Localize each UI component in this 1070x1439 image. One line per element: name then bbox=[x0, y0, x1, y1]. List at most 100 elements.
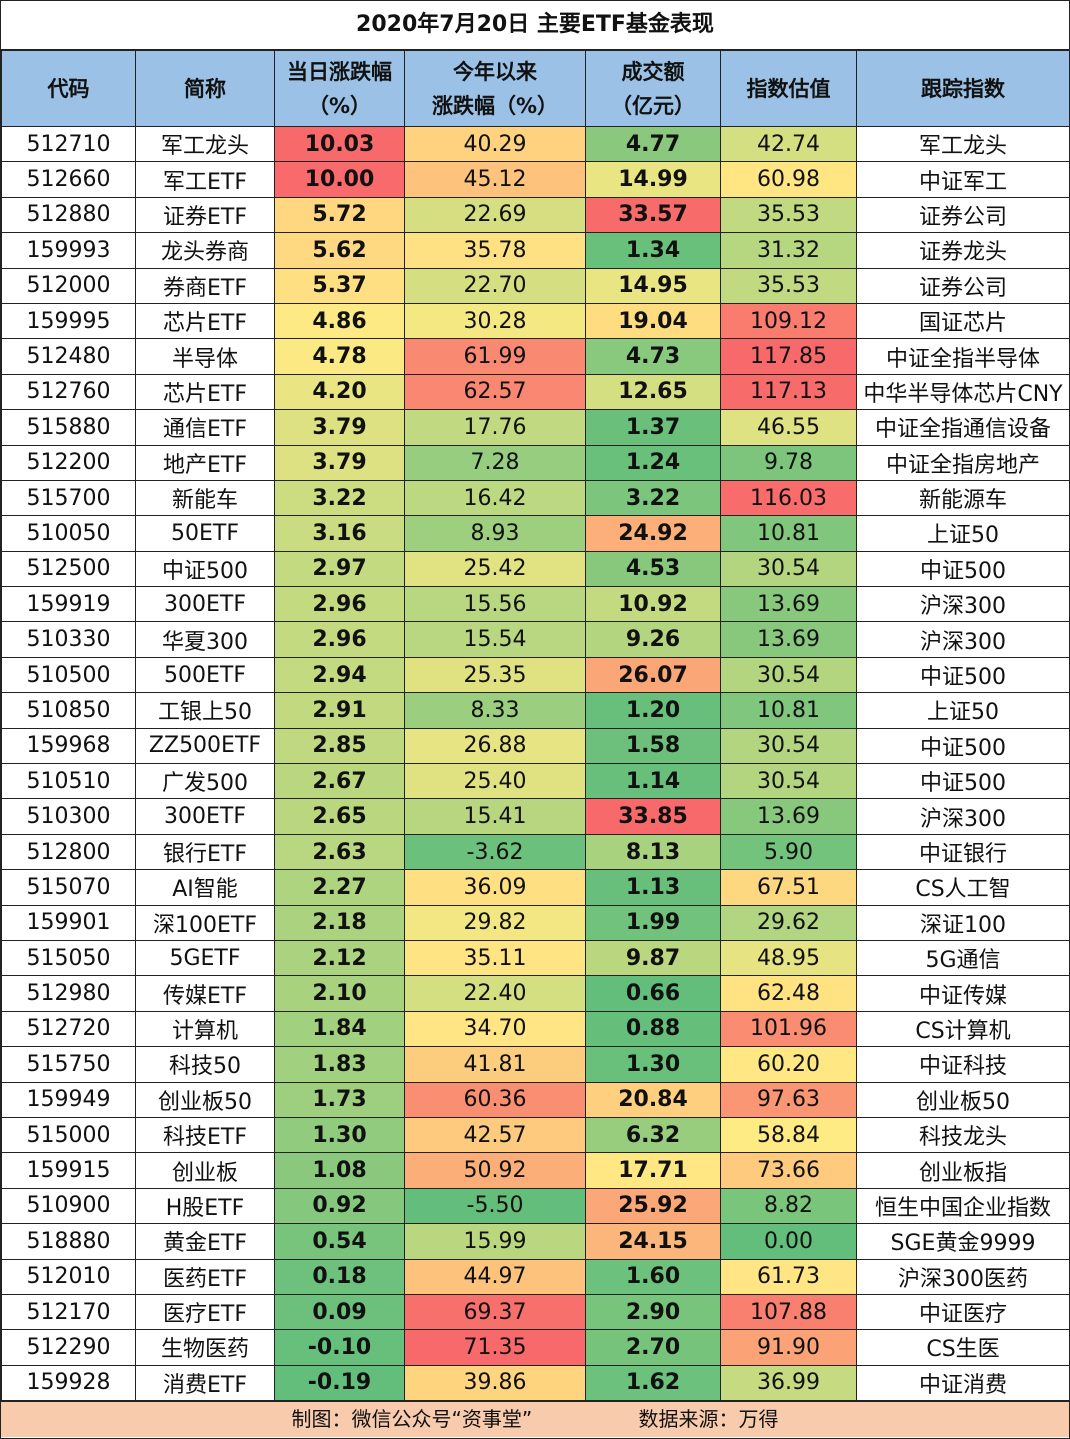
cell-code: 518880 bbox=[1, 1223, 136, 1260]
cell-name: 黄金ETF bbox=[135, 1223, 275, 1260]
cell-code: 510050 bbox=[1, 515, 136, 552]
cell-turnover: 1.34 bbox=[585, 232, 721, 269]
cell-ytd-change: 15.56 bbox=[404, 586, 586, 623]
cell-turnover: 2.70 bbox=[585, 1329, 721, 1366]
cell-ytd-change: 15.99 bbox=[404, 1223, 586, 1260]
cell-daily-change: -0.10 bbox=[274, 1329, 405, 1366]
table-row: 512170 医疗ETF 0.09 69.37 2.90 107.88 中证医疗 bbox=[1, 1293, 1070, 1331]
table-row: 510900 H股ETF 0.92 -5.50 25.92 8.82 恒生中国企业指数 bbox=[1, 1187, 1070, 1225]
table-row: 159928 消费ETF -0.19 39.86 1.62 36.99 中证消费 bbox=[1, 1364, 1070, 1402]
cell-tracking-index: CS生医 bbox=[856, 1329, 1070, 1366]
cell-name: 证券ETF bbox=[135, 196, 275, 234]
cell-tracking-index: 沪深300 bbox=[856, 798, 1070, 835]
cell-turnover: 26.07 bbox=[585, 656, 721, 694]
cell-daily-change: 5.62 bbox=[274, 232, 405, 269]
cell-valuation: 97.63 bbox=[720, 1081, 857, 1118]
cell-tracking-index: 新能源车 bbox=[856, 479, 1070, 517]
cell-name: 军工龙头 bbox=[135, 125, 275, 163]
cell-name: 300ETF bbox=[135, 586, 275, 623]
table-row: 512200 地产ETF 3.79 7.28 1.24 9.78 中证全指房地产 bbox=[1, 444, 1070, 481]
cell-name: 广发500 bbox=[135, 763, 275, 800]
cell-code: 512710 bbox=[1, 125, 136, 163]
cell-tracking-index: CS人工智 bbox=[856, 869, 1070, 906]
table-row: 512010 医药ETF 0.18 44.97 1.60 61.73 沪深300医药 bbox=[1, 1258, 1070, 1295]
cell-daily-change: 4.78 bbox=[274, 338, 405, 375]
table-row: 510300 300ETF 2.65 15.41 33.85 13.69 沪深300 bbox=[1, 798, 1070, 835]
cell-daily-change: 10.03 bbox=[274, 125, 405, 163]
cell-name: 地产ETF bbox=[135, 444, 275, 481]
cell-name: 军工ETF bbox=[135, 161, 275, 198]
cell-valuation: 109.12 bbox=[720, 302, 857, 340]
cell-ytd-change: 25.42 bbox=[404, 550, 586, 588]
table-row: 512720 计算机 1.84 34.70 0.88 101.96 CS计算机 bbox=[1, 1010, 1070, 1048]
table-row: 512290 生物医药 -0.10 71.35 2.70 91.90 CS生医 bbox=[1, 1329, 1070, 1366]
cell-name: 医疗ETF bbox=[135, 1293, 275, 1331]
cell-name: 传媒ETF bbox=[135, 975, 275, 1012]
cell-turnover: 1.62 bbox=[585, 1364, 721, 1402]
cell-code: 510330 bbox=[1, 621, 136, 658]
cell-tracking-index: 中证500 bbox=[856, 550, 1070, 588]
cell-valuation: 36.99 bbox=[720, 1364, 857, 1402]
cell-turnover: 9.87 bbox=[585, 939, 721, 977]
cell-tracking-index: 创业板指 bbox=[856, 1152, 1070, 1189]
cell-code: 512760 bbox=[1, 373, 136, 411]
cell-tracking-index: 中证消费 bbox=[856, 1364, 1070, 1402]
cell-name: 新能车 bbox=[135, 479, 275, 517]
cell-code: 515880 bbox=[1, 409, 136, 446]
cell-code: 159928 bbox=[1, 1364, 136, 1402]
table-title: 2020年7月20日 主要ETF基金表现 bbox=[1, 1, 1069, 50]
cell-tracking-index: 中证全指通信设备 bbox=[856, 409, 1070, 446]
table-row: 512800 银行ETF 2.63 -3.62 8.13 5.90 中证银行 bbox=[1, 833, 1070, 871]
cell-daily-change: 0.54 bbox=[274, 1223, 405, 1260]
cell-ytd-change: 22.69 bbox=[404, 196, 586, 234]
cell-ytd-change: 45.12 bbox=[404, 161, 586, 198]
cell-name: 科技ETF bbox=[135, 1116, 275, 1154]
cell-name: 通信ETF bbox=[135, 409, 275, 446]
cell-ytd-change: 7.28 bbox=[404, 444, 586, 481]
cell-valuation: 91.90 bbox=[720, 1329, 857, 1366]
cell-tracking-index: 证券公司 bbox=[856, 196, 1070, 234]
cell-turnover: 12.65 bbox=[585, 373, 721, 411]
cell-daily-change: 4.20 bbox=[274, 373, 405, 411]
cell-code: 510510 bbox=[1, 763, 136, 800]
cell-name: 芯片ETF bbox=[135, 373, 275, 411]
cell-name: 5GETF bbox=[135, 939, 275, 977]
cell-code: 512660 bbox=[1, 161, 136, 198]
cell-daily-change: 3.22 bbox=[274, 479, 405, 517]
cell-daily-change: 2.97 bbox=[274, 550, 405, 588]
cell-valuation: 60.20 bbox=[720, 1046, 857, 1083]
cell-valuation: 116.03 bbox=[720, 479, 857, 517]
cell-valuation: 61.73 bbox=[720, 1258, 857, 1295]
cell-ytd-change: 69.37 bbox=[404, 1293, 586, 1331]
header-code: 代码 bbox=[1, 50, 136, 127]
cell-valuation: 30.54 bbox=[720, 727, 857, 765]
cell-daily-change: 2.67 bbox=[274, 763, 405, 800]
table-row: 515070 AI智能 2.27 36.09 1.13 67.51 CS人工智 bbox=[1, 869, 1070, 906]
cell-turnover: 6.32 bbox=[585, 1116, 721, 1154]
cell-name: 300ETF bbox=[135, 798, 275, 835]
cell-ytd-change: 15.54 bbox=[404, 621, 586, 658]
cell-valuation: 5.90 bbox=[720, 833, 857, 871]
cell-ytd-change: 25.40 bbox=[404, 763, 586, 800]
table-row: 512760 芯片ETF 4.20 62.57 12.65 117.13 中华半导体芯片CN… bbox=[1, 373, 1070, 411]
cell-ytd-change: 22.40 bbox=[404, 975, 586, 1012]
cell-valuation: 46.55 bbox=[720, 409, 857, 446]
cell-turnover: 33.57 bbox=[585, 196, 721, 234]
cell-tracking-index: 沪深300 bbox=[856, 621, 1070, 658]
cell-valuation: 73.66 bbox=[720, 1152, 857, 1189]
table-row: 159919 300ETF 2.96 15.56 10.92 13.69 沪深300 bbox=[1, 586, 1070, 623]
cell-code: 512720 bbox=[1, 1010, 136, 1048]
cell-ytd-change: 8.93 bbox=[404, 515, 586, 552]
cell-name: 深100ETF bbox=[135, 904, 275, 941]
cell-valuation: 117.85 bbox=[720, 338, 857, 375]
cell-valuation: 60.98 bbox=[720, 161, 857, 198]
cell-tracking-index: 沪深300医药 bbox=[856, 1258, 1070, 1295]
cell-daily-change: 1.08 bbox=[274, 1152, 405, 1189]
cell-code: 159949 bbox=[1, 1081, 136, 1118]
cell-name: 华夏300 bbox=[135, 621, 275, 658]
header-ytd-change: 今年以来 涨跌幅（%） bbox=[404, 50, 586, 127]
cell-tracking-index: 深证100 bbox=[856, 904, 1070, 941]
cell-ytd-change: -3.62 bbox=[404, 833, 586, 871]
cell-valuation: 0.00 bbox=[720, 1223, 857, 1260]
header-turnover: 成交额 （亿元） bbox=[585, 50, 721, 127]
